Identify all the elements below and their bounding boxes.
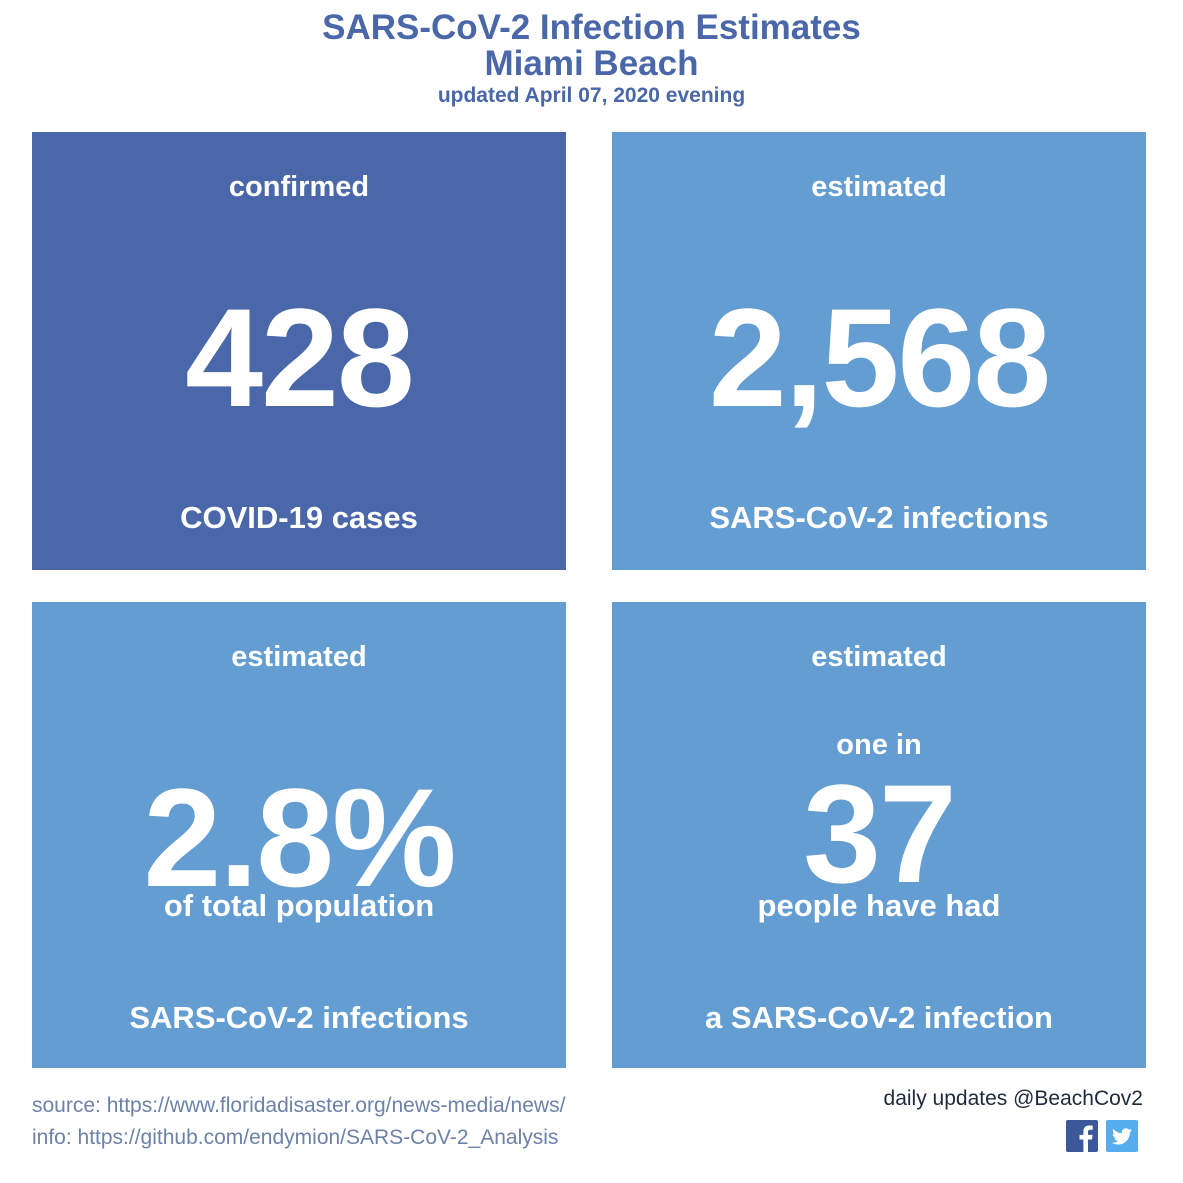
info-link[interactable]: info: https://github.com/endymion/SARS-C…: [32, 1126, 559, 1149]
one-in-n-tile: estimated one in 37 people have had a SA…: [612, 602, 1146, 1068]
tile-sub-label: people have had: [757, 888, 1001, 923]
tile-bottom-label: COVID-19 cases: [180, 500, 418, 535]
tile-bottom-label: a SARS-CoV-2 infection: [705, 1000, 1053, 1035]
one-in-n-value: 37: [803, 755, 957, 912]
tile-sub-label: of total population: [163, 888, 435, 923]
tile-top-label: estimated: [231, 641, 367, 673]
social-links: [1066, 1120, 1138, 1152]
tile-bottom-label: SARS-CoV-2 infections: [129, 1000, 469, 1035]
confirmed-cases-value: 428: [185, 279, 415, 436]
population-percent-value: 2.8%: [143, 759, 456, 916]
tile-top-label: estimated: [811, 171, 947, 203]
header: SARS-CoV-2 Infection Estimates Miami Bea…: [0, 10, 1183, 110]
updated-timestamp: updated April 07, 2020 evening: [437, 84, 746, 107]
confirmed-cases-tile: confirmed 428 COVID-19 cases: [32, 132, 566, 570]
tile-bottom-label: SARS-CoV-2 infections: [709, 500, 1049, 535]
tile-top-label: confirmed: [228, 171, 370, 203]
page-title-line-2: Miami Beach: [484, 44, 699, 83]
estimated-infections-value: 2,568: [708, 279, 1051, 436]
tile-top-label: estimated: [811, 641, 947, 673]
footer-links: source: https://www.floridadisaster.org/…: [32, 1090, 565, 1154]
page-title-line-1: SARS-CoV-2 Infection Estimates: [322, 8, 861, 47]
population-percent-tile: estimated 2.8% of total population SARS-…: [32, 602, 566, 1068]
estimated-infections-tile: estimated 2,568 SARS-CoV-2 infections: [612, 132, 1146, 570]
source-link[interactable]: source: https://www.floridadisaster.org/…: [32, 1094, 566, 1117]
daily-updates-text[interactable]: daily updates @BeachCov2: [883, 1087, 1143, 1110]
twitter-icon[interactable]: [1106, 1120, 1138, 1152]
facebook-icon[interactable]: [1066, 1120, 1098, 1152]
tile-pre-label: one in: [836, 729, 922, 761]
